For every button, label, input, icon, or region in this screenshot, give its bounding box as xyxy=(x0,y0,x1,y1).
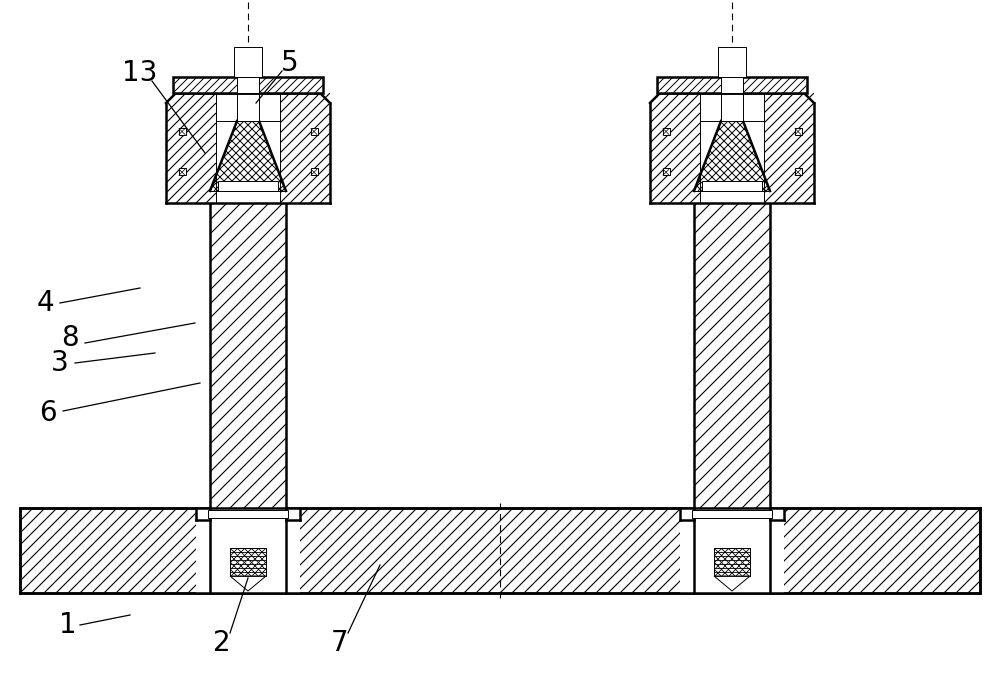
Text: 8: 8 xyxy=(61,324,79,352)
Text: 5: 5 xyxy=(281,49,299,77)
Bar xyxy=(210,203,286,508)
Bar xyxy=(173,77,323,93)
Text: 7: 7 xyxy=(331,629,349,657)
Text: 2: 2 xyxy=(213,629,231,657)
Bar xyxy=(196,508,300,593)
Bar xyxy=(663,168,670,175)
Bar xyxy=(663,128,670,134)
Bar xyxy=(311,168,318,175)
Bar xyxy=(694,508,770,593)
Bar xyxy=(230,548,266,576)
Bar xyxy=(692,510,772,518)
Bar xyxy=(650,93,814,203)
Bar xyxy=(237,93,259,121)
Polygon shape xyxy=(714,576,750,591)
Bar xyxy=(179,128,186,134)
Bar xyxy=(721,77,743,93)
Text: 13: 13 xyxy=(122,59,158,87)
Bar xyxy=(721,93,743,121)
Text: 3: 3 xyxy=(51,349,69,377)
Bar xyxy=(208,510,288,518)
Bar xyxy=(718,47,746,77)
Bar xyxy=(702,181,762,191)
Bar xyxy=(237,77,259,93)
Text: 4: 4 xyxy=(36,289,54,317)
Bar xyxy=(680,508,784,593)
Bar xyxy=(311,128,318,134)
Bar xyxy=(234,47,262,77)
Bar xyxy=(179,168,186,175)
Text: 1: 1 xyxy=(59,611,77,639)
Bar xyxy=(795,168,802,175)
Bar xyxy=(218,181,278,191)
Bar xyxy=(694,203,770,508)
Polygon shape xyxy=(230,576,266,591)
Text: 6: 6 xyxy=(39,399,57,427)
Bar xyxy=(166,93,330,203)
Bar xyxy=(795,128,802,134)
Bar xyxy=(657,77,807,93)
Bar xyxy=(210,508,286,593)
Bar xyxy=(20,508,980,593)
Bar xyxy=(714,548,750,576)
